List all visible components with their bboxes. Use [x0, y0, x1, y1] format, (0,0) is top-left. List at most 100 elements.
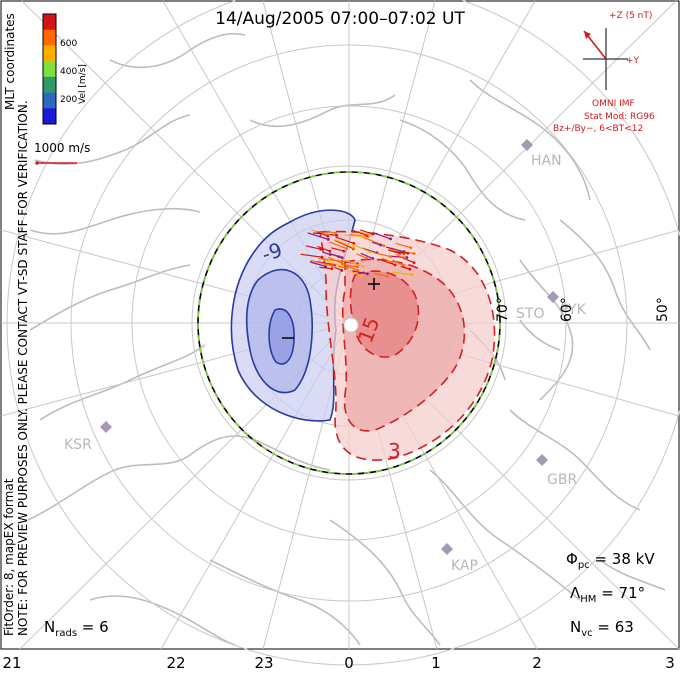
map-title: 14/Aug/2005 07:00–07:02 UT — [215, 9, 465, 29]
imf-dial — [583, 28, 628, 90]
velocity-vector-origin — [326, 234, 330, 238]
velocity-vector — [373, 252, 392, 258]
velocity-vector — [361, 247, 378, 254]
velocity-vector-origin — [406, 251, 410, 255]
velocity-vector — [352, 270, 368, 275]
velocity-vector-origin — [361, 264, 365, 268]
velocity-vector-origin — [340, 256, 344, 260]
velocity-vector — [305, 245, 322, 250]
velocity-vector-origin — [328, 249, 332, 253]
velocity-vector-origin — [355, 265, 359, 269]
velocity-vector-origin — [365, 272, 369, 276]
mlt-tick: 2 — [532, 654, 542, 672]
latitude-label-60: 60° — [559, 297, 575, 322]
station-label-sto: STO — [516, 306, 545, 322]
velocity-vector-origin — [326, 237, 330, 241]
lambda-hm-stat: ΛHM = 71° — [570, 584, 646, 605]
velocity-vector — [329, 241, 348, 250]
coordinates-label: MLT coordinates — [3, 13, 17, 110]
latitude-label-70: 70° — [495, 297, 511, 322]
colorbar-segment — [43, 76, 56, 94]
station-marker — [441, 543, 453, 555]
velocity-vector-origin — [345, 247, 348, 250]
velocity-vector-origin — [389, 237, 392, 241]
mlt-tick: 21 — [2, 654, 22, 672]
station-label-gbr: GBR — [547, 472, 578, 488]
colorbar-outline — [42, 13, 57, 125]
colorbar-segment — [43, 45, 56, 62]
velocity-vector-origin — [403, 257, 407, 260]
velocity-vector-origin — [412, 252, 416, 255]
velocity-vector-origin — [360, 274, 364, 278]
mlt-tick: 1 — [431, 654, 441, 672]
velocity-vector-origin — [382, 244, 386, 248]
velocity-vector-origin — [352, 246, 355, 249]
imf-source: OMNI IMF — [592, 99, 635, 109]
velocity-vector — [360, 252, 374, 260]
velocity-vector-origin — [402, 264, 406, 267]
imf-vector-head — [584, 31, 591, 39]
colorbar-segment — [43, 108, 56, 125]
reference-vector — [35, 161, 77, 165]
velocity-vector — [392, 259, 405, 267]
velocity-vector — [345, 265, 359, 271]
velocity-vector-origin — [368, 250, 372, 254]
velocity-vector — [334, 239, 355, 250]
colorbar — [42, 13, 57, 125]
velocity-vector — [374, 272, 388, 277]
imf-bz-label: +Z (5 nT) — [609, 11, 653, 21]
velocity-vector — [400, 266, 411, 270]
mlt-tick: 0 — [344, 654, 354, 672]
velocity-vector-origin — [408, 267, 412, 271]
pole-marker — [343, 317, 359, 333]
velocity-vector-origin — [409, 246, 413, 250]
station-marker — [536, 454, 548, 466]
velocity-vector-origin — [335, 233, 339, 237]
velocity-vector-origin — [393, 263, 397, 267]
fitorder-note: FitOrder: 8, mapEX format — [2, 478, 16, 636]
colorbar-tick: 600 — [60, 39, 78, 49]
velocity-vector — [344, 234, 363, 237]
velocity-vector — [300, 253, 323, 258]
velocity-vector — [391, 271, 413, 276]
velocity-vector-origin — [371, 257, 375, 260]
velocity-vector — [395, 254, 406, 260]
velocity-vector — [349, 270, 363, 277]
velocity-vector-origin — [379, 243, 383, 247]
colorbar-segment — [43, 92, 56, 109]
velocity-vector-origin — [365, 256, 368, 260]
velocity-vector — [379, 258, 396, 266]
station-label-han: HAN — [531, 153, 562, 169]
nvc-stat: Nvc = 63 — [570, 618, 634, 639]
velocity-vector — [335, 236, 355, 244]
colorbar-segment — [43, 29, 56, 46]
mlt-tick: 22 — [166, 654, 186, 672]
velocity-vector — [321, 259, 343, 267]
velocity-vector — [360, 229, 374, 235]
velocity-vector — [356, 253, 368, 259]
velocity-vector — [334, 239, 355, 249]
colorbar-unit-label: Vel [m/s] — [78, 64, 88, 104]
preview-note: NOTE: FOR PREVIEW PURPOSES ONLY. PLEASE … — [16, 100, 30, 636]
velocity-vector — [319, 266, 333, 270]
velocity-vector-origin — [385, 274, 389, 278]
mlt-tick: 23 — [254, 654, 274, 672]
imf-y-label: +Y — [626, 56, 640, 66]
velocity-vector — [352, 229, 368, 236]
velocity-vector-origin — [410, 273, 414, 277]
velocity-vector-origin — [371, 232, 375, 236]
velocity-vector-origin — [412, 261, 416, 265]
reference-vector-label: 1000 m/s — [34, 141, 91, 155]
velocity-vector — [385, 246, 405, 253]
nrads-stat: Nrads = 6 — [44, 618, 109, 639]
velocity-vector-origin — [340, 268, 344, 272]
velocity-vector — [310, 260, 334, 267]
velocity-vector-origin — [328, 253, 332, 256]
station-label-pyk: PYK — [560, 302, 586, 318]
velocity-vector-origin — [331, 264, 335, 267]
velocity-vector — [309, 261, 327, 267]
velocity-vector-origin — [340, 259, 344, 263]
plot-frame — [0, 0, 680, 650]
velocity-vector-origin — [367, 233, 371, 236]
